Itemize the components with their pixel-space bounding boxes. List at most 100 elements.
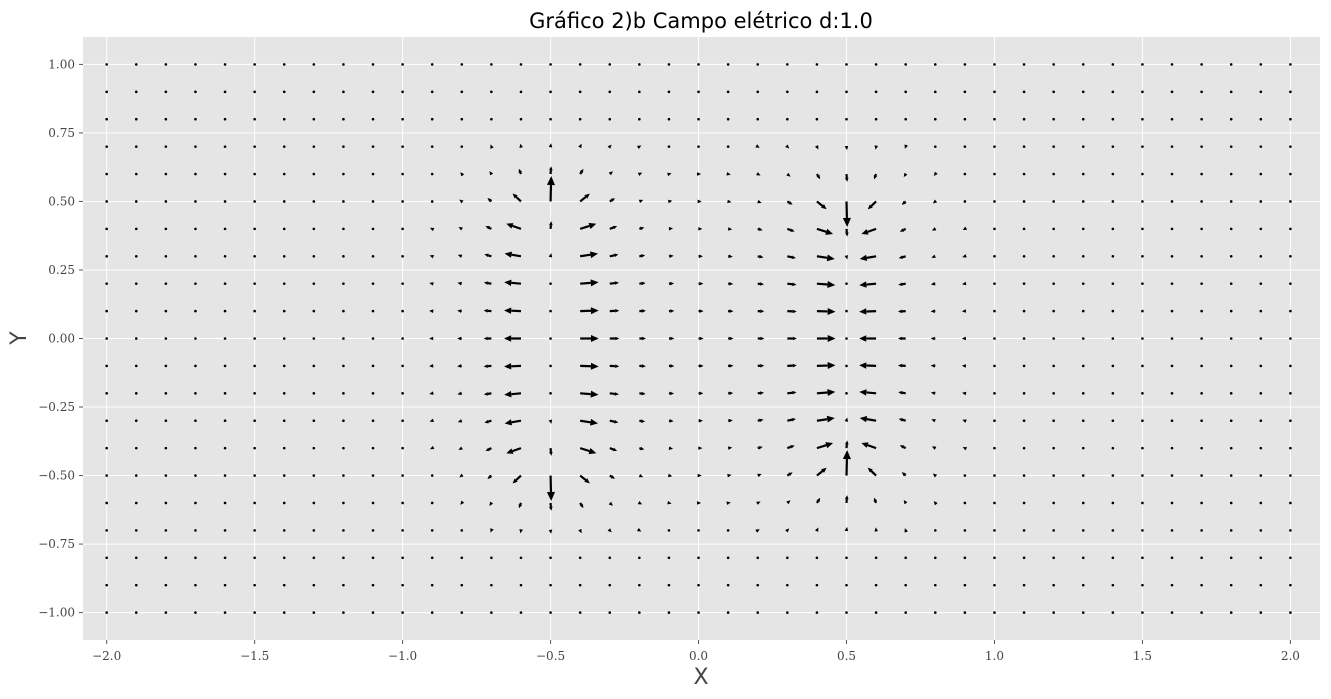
y-tick-label: −0.75 [38,537,75,551]
field-arrow [460,583,464,587]
field-arrow [608,611,612,614]
field-arrow [697,145,700,148]
field-arrow [342,501,345,505]
field-arrow [638,199,644,204]
field-arrow [429,364,434,368]
field-arrow [898,390,906,395]
field-arrow [1200,364,1203,368]
field-arrow [312,446,316,450]
field-arrow [506,223,522,230]
field-arrow [1111,90,1115,94]
field-arrow [1289,419,1292,423]
field-arrow [512,193,522,203]
field-arrow [483,336,492,341]
field-arrow [697,172,702,176]
field-arrow [578,611,582,614]
field-arrow [401,172,404,176]
field-arrow [282,145,286,148]
field-arrow [727,199,732,204]
field-arrow [901,200,907,205]
field-arrow [993,501,996,505]
field-arrow [342,282,345,285]
field-arrow [371,474,375,477]
field-arrow [458,446,463,450]
field-arrow [757,227,763,231]
field-arrow [755,529,760,533]
field-arrow [816,227,834,235]
field-arrow [1289,63,1292,66]
field-arrow [105,501,108,505]
field-arrow [963,172,967,176]
field-arrow [342,90,345,94]
field-arrow [1111,556,1115,560]
field-arrow [608,63,612,66]
field-arrow [312,282,316,285]
field-arrow [549,556,552,560]
field-arrow [282,117,286,121]
field-arrow [105,611,108,614]
field-arrow [1111,474,1115,477]
field-arrow [609,225,618,230]
field-arrow [842,201,851,227]
field-arrow [930,336,936,341]
field-arrow [490,528,494,533]
field-arrow [697,199,702,204]
field-arrow [639,281,646,286]
field-arrow [963,200,967,203]
field-arrow [1052,474,1055,477]
field-arrow [401,337,404,340]
field-arrow [904,583,907,587]
field-arrow [844,526,849,532]
field-arrow [1081,172,1085,176]
field-arrow [1081,90,1085,94]
field-arrow [312,145,316,148]
field-arrow [164,474,168,477]
field-arrow [667,583,671,587]
field-arrow [873,173,878,180]
field-arrow [519,611,523,614]
field-arrow [1200,63,1203,66]
field-arrow [457,364,462,368]
field-arrow [223,611,227,614]
field-arrow [312,227,316,231]
field-arrow [1052,446,1055,450]
field-arrow [609,474,616,479]
field-arrow [580,418,599,426]
field-arrow [904,144,908,149]
field-arrow [371,254,375,258]
field-arrow [1259,227,1263,231]
field-arrow [1200,392,1203,395]
field-arrow [519,117,523,121]
field-arrow [342,145,345,148]
field-arrow [506,447,522,454]
field-arrow [697,529,700,532]
field-arrow [1200,282,1203,285]
field-arrow [580,307,599,315]
field-arrow [342,446,345,450]
field-arrow [1289,446,1292,450]
field-arrow [1081,364,1085,368]
field-arrow [134,583,138,587]
field-arrow [312,392,316,395]
field-arrow [282,63,286,66]
x-tick-label: 1.5 [1133,649,1152,663]
field-arrow [904,556,907,560]
field-arrow [787,336,797,341]
field-arrow [859,362,877,369]
field-arrow [253,364,256,368]
field-arrow [519,529,523,534]
field-arrow [312,556,316,560]
field-arrow [429,227,435,232]
field-arrow [312,254,316,258]
field-arrow [371,63,375,66]
field-arrow [609,336,620,341]
field-arrow [134,474,138,477]
field-arrow [726,171,731,176]
field-arrow [1141,611,1144,614]
field-arrow [786,472,793,477]
field-arrow [728,364,734,368]
field-arrow [1229,392,1233,395]
field-arrow [342,611,345,614]
field-arrow [253,117,256,121]
field-arrow [134,501,138,505]
